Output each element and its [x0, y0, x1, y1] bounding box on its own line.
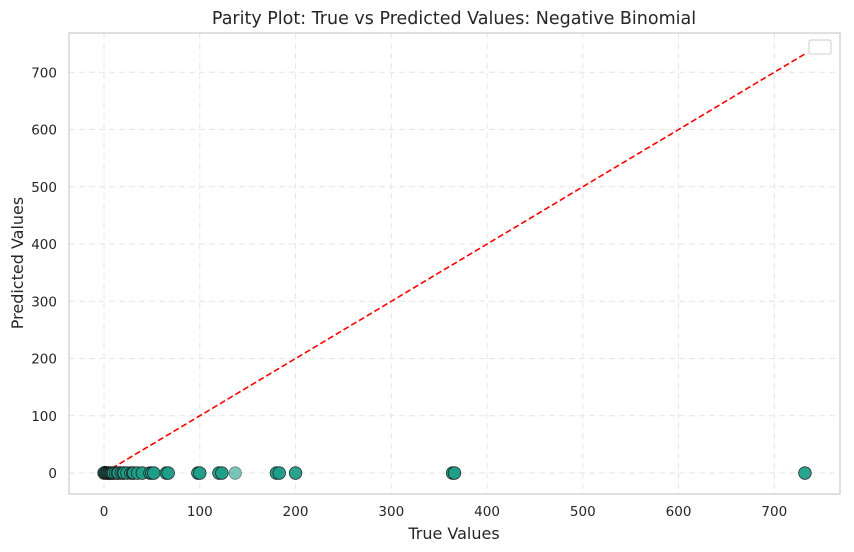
data-point [215, 466, 229, 480]
x-tick-label: 0 [100, 504, 109, 520]
x-tick-label: 100 [187, 504, 213, 520]
x-tick-label: 600 [666, 504, 692, 520]
plot-frame [68, 32, 841, 495]
scatter-points [97, 465, 812, 480]
data-point [228, 466, 242, 480]
x-axis-title: True Values [407, 524, 499, 543]
x-tick-label: 200 [283, 504, 309, 520]
y-axis-title: Predicted Values [8, 197, 27, 329]
y-tick-label: 600 [31, 123, 57, 139]
data-point [798, 466, 812, 480]
y-tick-label: 0 [48, 466, 57, 482]
data-point [147, 466, 161, 480]
data-point [161, 466, 175, 480]
data-point [447, 466, 462, 480]
x-tick-label: 700 [761, 504, 787, 520]
parity-line [103, 53, 806, 474]
y-tick-label: 100 [31, 409, 57, 425]
y-tick-label: 700 [31, 65, 57, 81]
data-point [272, 466, 286, 480]
y-tick-label: 400 [31, 237, 57, 253]
x-tick-label: 300 [378, 504, 404, 520]
x-axis-ticks: 0 100 200 300 400 500 600 700 [100, 504, 787, 520]
parity-reference-line [103, 53, 806, 474]
data-point [193, 466, 207, 480]
legend [808, 39, 832, 55]
data-point [288, 466, 303, 480]
y-tick-label: 200 [31, 352, 57, 368]
y-tick-label: 500 [31, 180, 57, 196]
x-tick-label: 500 [570, 504, 596, 520]
y-tick-label: 300 [31, 294, 57, 310]
y-axis-ticks: 0 100 200 300 400 500 600 700 [31, 65, 57, 482]
x-tick-label: 400 [474, 504, 500, 520]
chart-title: Parity Plot: True vs Predicted Values: N… [212, 9, 696, 29]
